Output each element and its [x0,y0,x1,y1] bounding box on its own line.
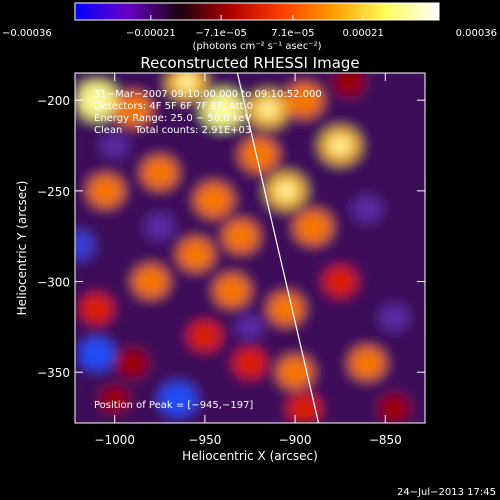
heatmap-blob [379,304,410,332]
heatmap-blob [240,137,278,172]
y-axis-label: Heliocentric Y (arcsec) [15,181,29,316]
annotation-energy: Energy Range: 25.0 − 50.0 keV [94,113,251,124]
solar-limb-line [236,73,320,423]
heatmap-blob [236,314,264,340]
colorbar-unit-label: (photons cm⁻² s⁻¹ asec⁻²) [192,41,321,52]
colorbar-tick-label: −0.00036 [2,28,52,39]
heatmap-blob-core [258,101,278,118]
heatmap-blob [333,73,366,97]
heatmap-blob [349,346,386,380]
chart-title: Reconstructed RHESSI Image [140,54,359,72]
peak-position-label: Position of Peak = [−945,−197] [94,400,253,411]
heatmap-blob [79,293,114,325]
x-tick-label: −850 [369,433,402,447]
heatmap-blob [75,230,95,260]
heatmap-blob [268,292,305,326]
heatmap-blob [99,385,130,414]
plot-frame [74,72,426,424]
heatmap-blob-core [213,100,233,118]
annotation-counts: Clean Total counts: 2.91E+03 [94,125,251,136]
heatmap-field [75,73,425,423]
heatmap-blob [158,382,197,417]
heatmap-blob [141,156,178,190]
colorbar [74,2,440,21]
heatmap-blob [352,195,383,223]
heatmap-blob [378,393,411,423]
heatmap-blob [285,83,324,118]
heatmap-blob-core [177,73,196,91]
heatmap-blob [132,265,169,298]
colorbar-tick-label: 0.00036 [456,28,497,39]
heatmap-blob [116,348,149,378]
heatmap-blob [223,219,259,253]
heatmap-blob [87,174,124,208]
heatmap-blob [177,238,214,271]
colorbar-tick-label: −0.00021 [126,28,176,39]
heatmap-blob [113,92,152,127]
heatmap-blob [287,393,322,423]
heatmap-blob-core [331,137,350,154]
heatmap-blob [100,132,129,159]
heatmap-blob [187,320,222,352]
colorbar-tick-label: 0.00021 [342,28,383,39]
heatmap-blob [277,355,314,389]
colorbar-tick-label: 7.1e−05 [271,28,314,39]
colorbar-ticks: −0.00036 −0.00021 −7.1e−05 7.1e−05 0.00021 0.… [2,15,497,39]
heatmap-blob-core [277,182,296,200]
axis-ticks: −1000 −950 −900 −850 −200 −250 −300 −350 [37,73,425,447]
heatmap-blob [214,274,250,307]
annotation-time: 31−Mar−2007 09:10:00.000 to 09:10:52.000 [94,89,322,100]
y-tick-label: −350 [37,366,70,380]
heatmap-blob [78,337,115,371]
heatmap-blob [144,213,175,241]
heatmap-blob [194,182,233,218]
y-tick-label: −200 [37,94,70,108]
x-tick-label: −1000 [94,433,135,447]
annotation-detectors: Detectors: 4F 5F 6F 7F 8F, Att 0 [94,101,253,112]
heatmap-blob [233,347,267,379]
x-tick-label: −950 [188,433,221,447]
x-tick-label: −900 [279,433,312,447]
y-tick-label: −300 [37,276,70,290]
x-axis-label: Heliocentric X (arcsec) [182,449,318,463]
heatmap-blob [323,266,358,297]
colorbar-tick-label: −7.1e−05 [195,28,247,39]
heatmap-blob [294,209,333,245]
heatmap-blob-core [87,91,107,109]
y-tick-label: −250 [37,185,70,199]
render-timestamp: 24−Jul−2013 17:45 [397,487,496,498]
